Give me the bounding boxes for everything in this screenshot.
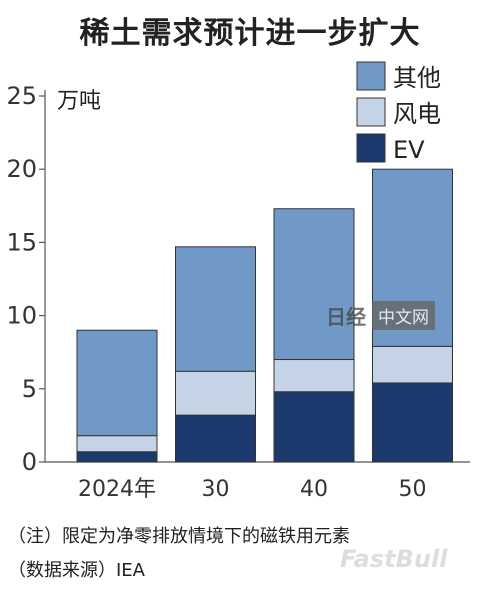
watermark-fastbull: FastBull	[340, 545, 448, 573]
bar-segment	[76, 451, 158, 463]
bar-segment	[175, 246, 256, 372]
legend-label: 风电	[393, 100, 441, 128]
bar-segment	[76, 435, 158, 453]
y-tick-label: 10	[6, 302, 37, 330]
y-tick-label: 5	[22, 375, 37, 403]
y-tick-label: 15	[6, 228, 37, 256]
x-tick-label: 30	[202, 477, 230, 502]
bar-segment	[76, 329, 158, 437]
watermark: 日经 中文网	[326, 300, 435, 330]
y-tick-label: 25	[6, 82, 37, 110]
chart-title: 稀土需求预计进一步扩大	[79, 16, 421, 51]
y-tick-label: 0	[22, 448, 37, 476]
x-tick-label: 2024年	[78, 477, 156, 502]
legend-label: EV	[393, 136, 425, 164]
legend-label: 其他	[393, 64, 441, 92]
bar-segment	[273, 391, 355, 463]
bar-segment	[273, 359, 355, 393]
bar-segment	[175, 414, 256, 463]
legend-swatch	[356, 61, 386, 91]
footnote: （注）限定为净零排放情境下的磁铁用元素	[8, 526, 350, 547]
watermark-logo: 日经	[326, 304, 366, 329]
watermark-text: 中文网	[372, 300, 435, 330]
x-tick-label: 50	[399, 477, 427, 502]
bar-segment	[273, 208, 355, 361]
y-tick-label: 20	[6, 155, 37, 183]
bar-segment	[372, 382, 453, 463]
x-tick-label: 40	[300, 477, 328, 502]
bar-segment	[175, 370, 256, 416]
y-axis-label: 万吨	[57, 89, 101, 114]
legend-swatch	[356, 97, 386, 127]
bar-segment	[372, 345, 453, 384]
source-note: （数据来源）IEA	[8, 560, 145, 581]
legend-swatch	[356, 133, 386, 163]
